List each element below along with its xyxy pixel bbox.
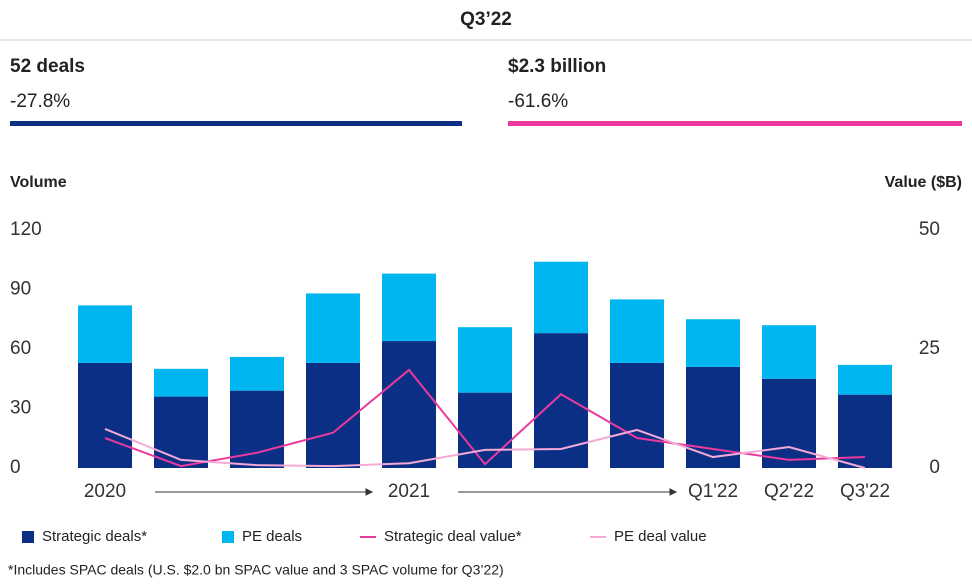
bar bbox=[534, 333, 588, 468]
x-tick-label: 2020 bbox=[84, 481, 126, 502]
bar bbox=[686, 319, 740, 367]
legend-swatch bbox=[22, 531, 34, 543]
y-tick-label: 60 bbox=[10, 338, 31, 359]
legend-label: Strategic deal value* bbox=[384, 528, 522, 545]
legend-swatch bbox=[222, 531, 234, 543]
bar bbox=[838, 364, 892, 395]
legend-label: PE deal value bbox=[614, 528, 707, 545]
legend-label: Strategic deals* bbox=[42, 528, 147, 545]
period-arrows bbox=[155, 488, 678, 496]
y2-axis-label: Value ($B) bbox=[885, 174, 962, 191]
bar bbox=[458, 327, 512, 393]
x-tick-label: Q2'22 bbox=[764, 481, 814, 502]
legend-label: PE deals bbox=[242, 528, 302, 545]
bar bbox=[838, 394, 892, 468]
kpi-bar bbox=[10, 121, 462, 126]
kpi-change: -61.6% bbox=[508, 91, 568, 112]
bar bbox=[382, 341, 436, 468]
bar bbox=[306, 293, 360, 363]
line bbox=[104, 428, 866, 469]
bar bbox=[686, 366, 740, 468]
y-tick-label: 120 bbox=[10, 219, 42, 240]
bar bbox=[762, 378, 816, 468]
y2-tick-label: 50 bbox=[919, 219, 940, 240]
y-axis-label: Volume bbox=[10, 174, 67, 191]
kpi-value: 52 deals bbox=[10, 56, 85, 77]
header-title: Q3’22 bbox=[460, 9, 512, 30]
y2-tick-label: 25 bbox=[919, 338, 940, 359]
bar bbox=[534, 261, 588, 334]
bar bbox=[230, 356, 284, 391]
bar bbox=[458, 392, 512, 468]
bar bbox=[154, 368, 208, 397]
kpi-bar bbox=[508, 121, 962, 126]
bar bbox=[610, 299, 664, 363]
y2-tick-label: 0 bbox=[929, 457, 940, 478]
bar bbox=[762, 325, 816, 379]
x-tick-label: Q1'22 bbox=[688, 481, 738, 502]
y-tick-label: 30 bbox=[10, 398, 31, 419]
bar bbox=[154, 396, 208, 468]
kpi-value: $2.3 billion bbox=[508, 56, 606, 77]
bar bbox=[306, 362, 360, 468]
y-tick-label: 0 bbox=[10, 457, 21, 478]
y-tick-label: 90 bbox=[10, 279, 31, 300]
footnote: *Includes SPAC deals (U.S. $2.0 bn SPAC … bbox=[8, 562, 504, 578]
kpi-change: -27.8% bbox=[10, 91, 70, 112]
bar bbox=[78, 305, 132, 363]
x-tick-label: Q3'22 bbox=[840, 481, 890, 502]
line bbox=[104, 368, 866, 468]
x-tick-label: 2021 bbox=[388, 481, 430, 502]
bar bbox=[610, 362, 664, 468]
bar bbox=[382, 273, 436, 342]
bar bbox=[78, 362, 132, 468]
